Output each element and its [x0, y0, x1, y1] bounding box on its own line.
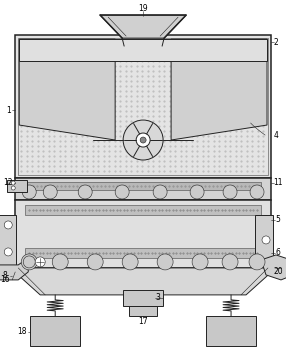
Text: 17: 17 [138, 317, 148, 326]
Text: 3: 3 [156, 293, 160, 302]
Bar [7, 180, 27, 192]
Circle shape [190, 185, 204, 199]
Circle shape [249, 254, 265, 270]
Bar [15, 178, 271, 200]
Circle shape [52, 254, 68, 270]
Circle shape [23, 256, 35, 268]
Bar [123, 290, 163, 306]
Text: 5: 5 [276, 216, 281, 224]
Polygon shape [0, 258, 28, 280]
Circle shape [4, 248, 12, 256]
Bar [25, 248, 261, 258]
Circle shape [136, 133, 150, 147]
Text: 12: 12 [3, 178, 13, 188]
Circle shape [140, 137, 146, 143]
Bar [129, 306, 157, 316]
Circle shape [11, 186, 15, 190]
Circle shape [262, 236, 270, 244]
Circle shape [122, 254, 138, 270]
Text: 1: 1 [6, 106, 11, 114]
Bar [15, 35, 271, 178]
Polygon shape [19, 39, 115, 140]
Circle shape [35, 257, 45, 267]
Text: 18: 18 [17, 327, 27, 336]
Bar [19, 39, 267, 61]
Circle shape [115, 185, 129, 199]
Circle shape [87, 254, 103, 270]
Bar [15, 200, 271, 268]
Circle shape [157, 254, 173, 270]
Bar [25, 182, 261, 190]
Text: 16: 16 [1, 275, 10, 285]
Polygon shape [171, 39, 267, 140]
Polygon shape [261, 255, 286, 280]
Text: 4: 4 [274, 131, 279, 140]
Bar [0, 215, 16, 265]
Circle shape [11, 181, 15, 185]
Circle shape [4, 221, 12, 229]
Text: 20: 20 [273, 267, 283, 276]
Bar [18, 38, 268, 175]
Text: 11: 11 [273, 178, 283, 188]
Polygon shape [10, 268, 276, 295]
Circle shape [78, 185, 92, 199]
Polygon shape [100, 15, 186, 38]
Circle shape [192, 254, 208, 270]
Circle shape [223, 185, 237, 199]
Circle shape [43, 185, 57, 199]
Circle shape [123, 120, 163, 160]
Text: 19: 19 [138, 4, 148, 13]
Circle shape [222, 254, 238, 270]
Bar [255, 215, 273, 265]
Circle shape [250, 185, 264, 199]
Circle shape [21, 254, 37, 270]
Text: 2: 2 [274, 37, 278, 47]
Bar [25, 205, 261, 215]
Circle shape [153, 185, 167, 199]
Bar [30, 316, 80, 346]
Text: 6: 6 [276, 248, 281, 258]
Text: 8: 8 [3, 271, 8, 280]
Bar [206, 316, 256, 346]
Circle shape [22, 185, 36, 199]
